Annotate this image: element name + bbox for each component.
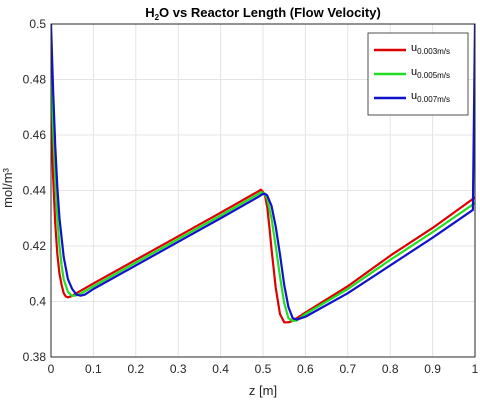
- legend-label-main: u: [411, 66, 417, 78]
- chart-title-subscript: 2: [155, 13, 160, 22]
- y-tick-label: 0.5: [29, 17, 46, 31]
- legend-label-subscript: 0.003m/s: [417, 47, 450, 56]
- legend-label-main: u: [411, 42, 417, 54]
- y-tick-label: 0.4: [29, 295, 46, 309]
- x-tick-label: 0.6: [297, 362, 314, 376]
- x-tick-label: 0.9: [424, 362, 441, 376]
- x-axis-label: z [m]: [249, 383, 277, 398]
- y-tick-label: 0.46: [23, 128, 47, 142]
- y-tick-label: 0.44: [23, 184, 47, 198]
- x-tick-labels: 0 0.1 0.2 0.3 0.4 0.5 0.6 0.7 0.8 0.9 1: [48, 362, 479, 376]
- series-line-3: [51, 24, 475, 321]
- x-tick-label: 0.8: [382, 362, 399, 376]
- y-tick-labels: 0.38 0.4 0.42 0.44 0.46 0.48 0.5: [23, 17, 47, 364]
- legend-label-3: u0.007m/s: [411, 90, 450, 104]
- chart-title: H2O vs Reactor Length (Flow Velocity): [145, 5, 381, 22]
- legend-label-2: u0.005m/s: [411, 66, 450, 80]
- plot-frame: [50, 23, 476, 358]
- chart-title-main: H: [145, 5, 154, 20]
- y-tick-label: 0.38: [23, 350, 47, 364]
- x-tick-label: 0.7: [339, 362, 356, 376]
- legend-label-subscript: 0.007m/s: [417, 95, 450, 104]
- legend-label-subscript: 0.005m/s: [417, 71, 450, 80]
- x-tick-label: 0.1: [85, 362, 102, 376]
- legend-label-main: u: [411, 90, 417, 102]
- x-tick-label: 1: [472, 362, 479, 376]
- y-tick-label: 0.42: [23, 239, 47, 253]
- series-lines: [51, 24, 475, 324]
- x-tick-label: 0.5: [255, 362, 272, 376]
- x-tick-label: 0: [48, 362, 55, 376]
- x-tick-label: 0.3: [170, 362, 187, 376]
- x-tick-label: 0.2: [127, 362, 144, 376]
- x-tick-label: 0.4: [212, 362, 229, 376]
- legend-label-1: u0.003m/s: [411, 42, 450, 56]
- legend: u0.003m/su0.005m/su0.007m/s: [367, 32, 469, 116]
- y-axis-label: mol/m³: [0, 167, 15, 207]
- chart-title-rest: O vs Reactor Length (Flow Velocity): [159, 5, 381, 20]
- y-tick-label: 0.48: [23, 73, 47, 87]
